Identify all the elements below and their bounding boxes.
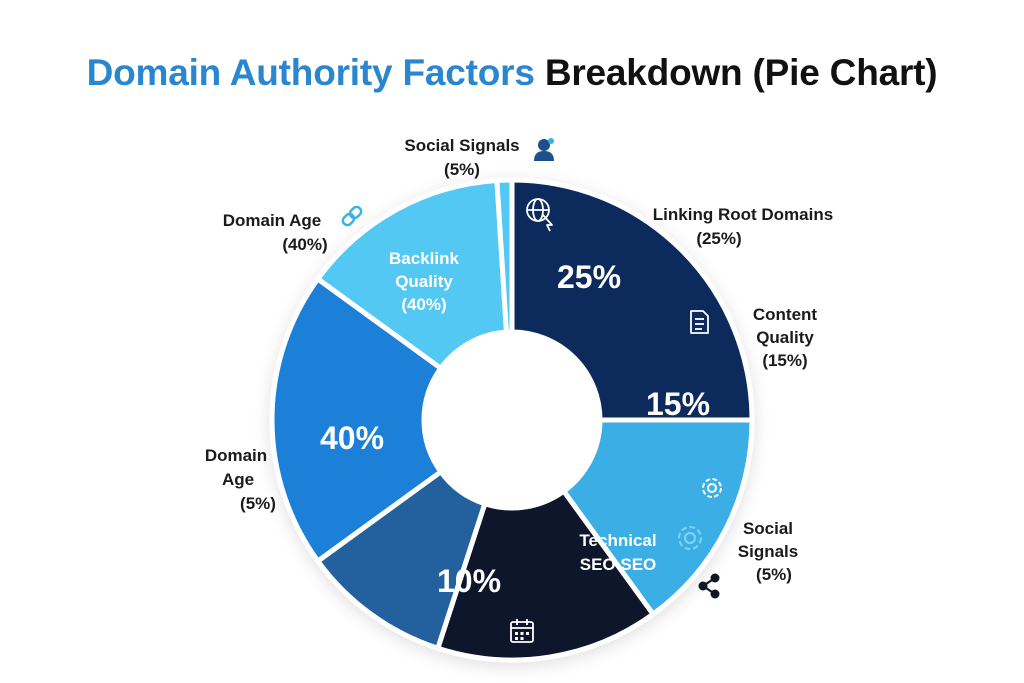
document-icon [690,310,709,334]
link-icon [341,205,363,227]
slice-label-domain-age: 40% [320,420,384,456]
callout-linking-root-domains-1: Linking Root Domains [653,205,833,224]
callout-social-signals-right-3: (5%) [756,565,792,584]
chart-title: Domain Authority Factors Breakdown (Pie … [0,52,1024,94]
globe-cursor-icon [526,198,553,232]
callout-social-signals-right-1: Social [743,519,793,538]
technical-seo-label-1: Technical [579,531,656,550]
callout-content-quality-2: Quality [756,328,814,347]
callout-social-signals-top-1: Social Signals [404,136,519,155]
technical-seo-label-2: SEO SEO [580,555,657,574]
backlink-quality-label-2: Quality [395,272,453,291]
pie-slice-linking-root-domains [509,177,755,423]
callout-content-quality-3: (15%) [762,351,807,370]
backlink-quality-label-1: Backlink [389,249,459,268]
callout-content-quality-1: Content [753,305,818,324]
user-icon [534,138,554,161]
gear-icon [702,478,722,498]
slice-label-ten: 10% [437,563,501,599]
donut-hole [424,332,600,508]
callout-domain-age-top-1: Domain Age [223,211,322,230]
slice-label-content-quality: 15% [646,386,710,422]
backlink-quality-label-3: (40%) [401,295,446,314]
share-icon [698,573,720,599]
gear-icon-technical [677,525,703,551]
callout-linking-root-domains-2: (25%) [696,229,741,248]
callout-domain-age-left-2: Age [222,470,254,489]
chart-title-highlight: Domain Authority Factors [86,52,535,93]
callout-social-signals-right-2: Signals [738,542,798,561]
callout-social-signals-top-2: (5%) [444,160,480,179]
slice-label-linking-root-domains: 25% [557,259,621,295]
callout-domain-age-left-1: Domain [205,446,267,465]
calendar-icon [510,619,534,643]
callout-domain-age-top-2: (40%) [282,235,327,254]
chart-title-rest: Breakdown (Pie Chart) [544,52,938,93]
callout-domain-age-left-3: (5%) [240,494,276,513]
